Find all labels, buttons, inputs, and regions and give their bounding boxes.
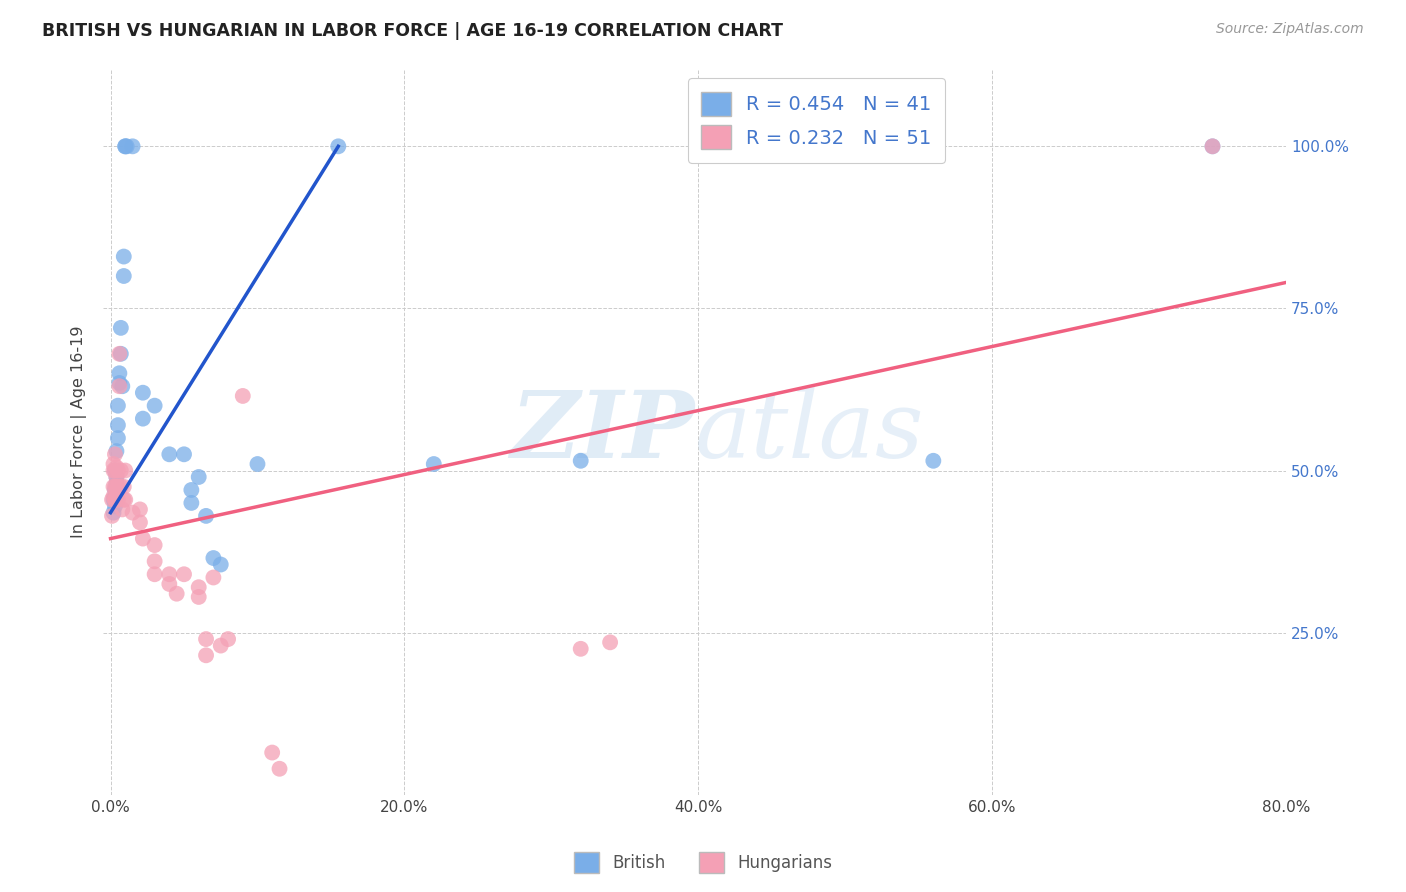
- Point: [143, 538, 166, 552]
- Text: BRITISH VS HUNGARIAN IN LABOR FORCE | AGE 16-19 CORRELATION CHART: BRITISH VS HUNGARIAN IN LABOR FORCE | AG…: [42, 22, 783, 40]
- Point: [129, 502, 152, 516]
- Point: [157, 567, 180, 582]
- Point: [112, 250, 135, 264]
- Point: [114, 492, 136, 507]
- Point: [195, 648, 218, 663]
- Point: [173, 447, 195, 461]
- Point: [110, 321, 132, 335]
- Point: [569, 454, 592, 468]
- Point: [108, 347, 131, 361]
- Legend: British, Hungarians: British, Hungarians: [567, 846, 839, 880]
- Point: [599, 635, 621, 649]
- Point: [132, 532, 155, 546]
- Point: [423, 457, 446, 471]
- Point: [107, 418, 129, 433]
- Point: [187, 590, 209, 604]
- Point: [111, 502, 134, 516]
- Point: [232, 389, 254, 403]
- Point: [1201, 139, 1223, 153]
- Point: [103, 457, 125, 471]
- Point: [187, 470, 209, 484]
- Point: [187, 580, 209, 594]
- Point: [105, 470, 128, 484]
- Point: [107, 431, 129, 445]
- Point: [166, 587, 188, 601]
- Point: [112, 480, 135, 494]
- Point: [121, 139, 143, 153]
- Point: [922, 454, 945, 468]
- Point: [246, 457, 269, 471]
- Point: [202, 570, 225, 584]
- Point: [104, 483, 127, 497]
- Point: [104, 492, 127, 507]
- Point: [101, 508, 124, 523]
- Point: [105, 444, 128, 458]
- Point: [180, 496, 202, 510]
- Point: [104, 447, 127, 461]
- Point: [1201, 139, 1223, 153]
- Point: [104, 490, 127, 504]
- Point: [195, 508, 218, 523]
- Point: [105, 480, 128, 494]
- Point: [202, 551, 225, 566]
- Point: [107, 480, 129, 494]
- Point: [107, 463, 129, 477]
- Point: [108, 366, 131, 380]
- Point: [114, 139, 136, 153]
- Point: [104, 463, 127, 477]
- Point: [105, 490, 128, 504]
- Point: [108, 379, 131, 393]
- Point: [173, 567, 195, 582]
- Point: [129, 516, 152, 530]
- Point: [104, 480, 127, 494]
- Point: [112, 268, 135, 283]
- Point: [103, 492, 125, 507]
- Point: [114, 139, 136, 153]
- Point: [104, 499, 127, 513]
- Point: [217, 632, 239, 646]
- Point: [569, 641, 592, 656]
- Point: [105, 476, 128, 491]
- Point: [143, 554, 166, 568]
- Point: [104, 463, 127, 477]
- Point: [132, 411, 155, 425]
- Point: [105, 460, 128, 475]
- Point: [115, 139, 138, 153]
- Point: [103, 506, 125, 520]
- Point: [107, 492, 129, 507]
- Point: [262, 746, 284, 760]
- Point: [269, 762, 291, 776]
- Point: [108, 376, 131, 390]
- Point: [110, 480, 132, 494]
- Point: [195, 632, 218, 646]
- Point: [180, 483, 202, 497]
- Point: [112, 492, 135, 507]
- Point: [143, 567, 166, 582]
- Point: [121, 506, 143, 520]
- Point: [157, 577, 180, 591]
- Point: [114, 463, 136, 477]
- Point: [143, 399, 166, 413]
- Point: [209, 558, 232, 572]
- Text: ZIP: ZIP: [510, 386, 695, 476]
- Point: [111, 379, 134, 393]
- Point: [103, 480, 125, 494]
- Text: atlas: atlas: [695, 386, 924, 476]
- Text: Source: ZipAtlas.com: Source: ZipAtlas.com: [1216, 22, 1364, 37]
- Point: [103, 490, 125, 504]
- Point: [110, 463, 132, 477]
- Y-axis label: In Labor Force | Age 16-19: In Labor Force | Age 16-19: [72, 326, 87, 538]
- Point: [103, 463, 125, 477]
- Point: [132, 385, 155, 400]
- Point: [328, 139, 350, 153]
- Point: [104, 492, 127, 507]
- Point: [101, 492, 124, 507]
- Point: [107, 399, 129, 413]
- Legend: R = 0.454   N = 41, R = 0.232   N = 51: R = 0.454 N = 41, R = 0.232 N = 51: [688, 78, 945, 162]
- Point: [157, 447, 180, 461]
- Point: [209, 639, 232, 653]
- Point: [105, 470, 128, 484]
- Point: [110, 347, 132, 361]
